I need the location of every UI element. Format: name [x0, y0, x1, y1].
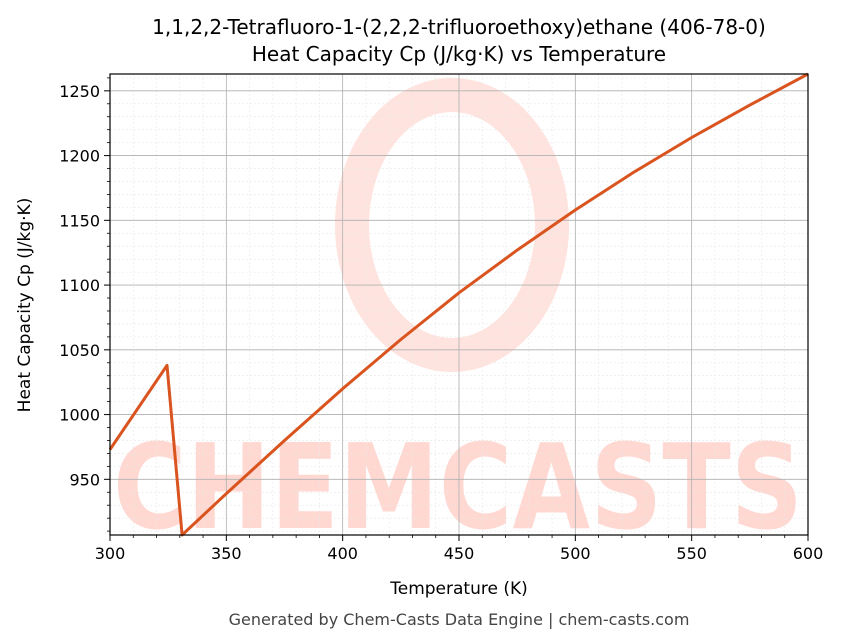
series-line — [108, 72, 809, 537]
x-tick-label: 350 — [211, 544, 242, 563]
y-tick-label: 1200 — [59, 147, 100, 166]
watermark: CHEMCASTS — [113, 78, 803, 556]
footer-credit: Generated by Chem-Casts Data Engine | ch… — [229, 610, 690, 629]
x-tick-labels: 300 350 400 450 500 550 600 — [95, 544, 824, 563]
y-tick-label: 1250 — [59, 82, 100, 101]
x-tick-label: 300 — [95, 544, 126, 563]
y-tick-label: 1100 — [59, 276, 100, 295]
watermark-logo-ring — [335, 78, 569, 372]
x-tick-label: 600 — [793, 544, 824, 563]
y-tick-labels: 950 1000 1050 1100 1150 1200 1250 — [59, 82, 100, 489]
x-axis-label: Temperature (K) — [389, 579, 528, 599]
x-tick-label: 400 — [327, 544, 358, 563]
y-axis-label: Heat Capacity Cp (J/kg·K) — [15, 198, 35, 413]
y-tick-label: 1150 — [59, 211, 100, 230]
x-tick-label: 450 — [444, 544, 475, 563]
x-tick-label: 500 — [560, 544, 591, 563]
y-tick-label: 1000 — [59, 406, 100, 425]
y-tick-label: 1050 — [59, 341, 100, 360]
x-tick-label: 550 — [676, 544, 707, 563]
chart-title: 1,1,2,2-Tetrafluoro-1-(2,2,2-trifluoroet… — [152, 15, 766, 39]
watermark-text: CHEMCASTS — [113, 418, 803, 556]
axis-ticks — [104, 77, 809, 541]
y-tick-label: 950 — [69, 470, 100, 489]
chart-subtitle: Heat Capacity Cp (J/kg·K) vs Temperature — [252, 42, 666, 66]
